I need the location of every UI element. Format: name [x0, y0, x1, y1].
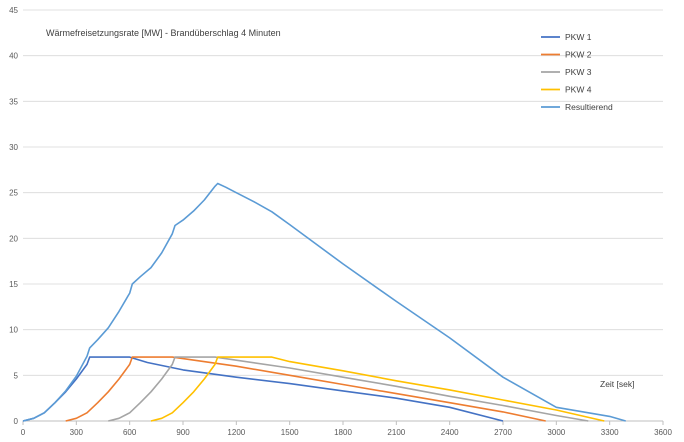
y-tick-label: 25	[9, 189, 18, 198]
legend-label-pkw-2: PKW 2	[565, 50, 592, 60]
x-tick-label: 2100	[387, 428, 405, 437]
series-line-resultierend	[22, 182, 626, 422]
series-line-pkw-3	[108, 356, 589, 422]
y-tick-label: 45	[9, 6, 18, 15]
x-tick-label: 1800	[334, 428, 352, 437]
legend-label-pkw-3: PKW 3	[565, 67, 592, 77]
x-tick-label: 1200	[227, 428, 245, 437]
x-tick-label: 3600	[654, 428, 672, 437]
chart-title: Wärmefreisetzungsrate [MW] - Brandübersc…	[46, 28, 281, 38]
y-tick-label: 35	[9, 97, 18, 106]
x-tick-label: 3000	[547, 428, 565, 437]
x-tick-label: 0	[21, 428, 26, 437]
y-tick-label: 5	[14, 371, 19, 380]
legend-label-pkw-1: PKW 1	[565, 32, 592, 42]
x-tick-label: 600	[123, 428, 137, 437]
legend-label-resultierend: Resultierend	[565, 102, 613, 112]
series-line-pkw-2	[65, 356, 546, 422]
gridlines	[23, 9, 663, 376]
series-line-pkw-4	[150, 356, 605, 422]
legend: PKW 1 PKW 2 PKW 3 PKW 4 Resultierend	[541, 32, 613, 112]
legend-label-pkw-4: PKW 4	[565, 85, 592, 95]
y-tick-label: 15	[9, 280, 18, 289]
x-axis-label: Zeit [sek]	[600, 379, 634, 389]
y-tick-label: 20	[9, 234, 18, 243]
axes: 0 5 10 15 20 25 30 35 40 45 0 300 600 900 1200 1500 1800…	[9, 6, 672, 437]
x-tick-label: 2700	[494, 428, 512, 437]
x-tick-label: 2400	[441, 428, 459, 437]
series-lines	[22, 182, 626, 422]
x-tick-label: 3300	[601, 428, 619, 437]
x-tick-label: 900	[176, 428, 190, 437]
x-tick-label: 1500	[281, 428, 299, 437]
y-tick-label: 30	[9, 143, 18, 152]
y-tick-label: 10	[9, 326, 18, 335]
y-tick-label: 0	[14, 417, 19, 426]
x-tick-label: 300	[70, 428, 84, 437]
y-tick-label: 40	[9, 52, 18, 61]
